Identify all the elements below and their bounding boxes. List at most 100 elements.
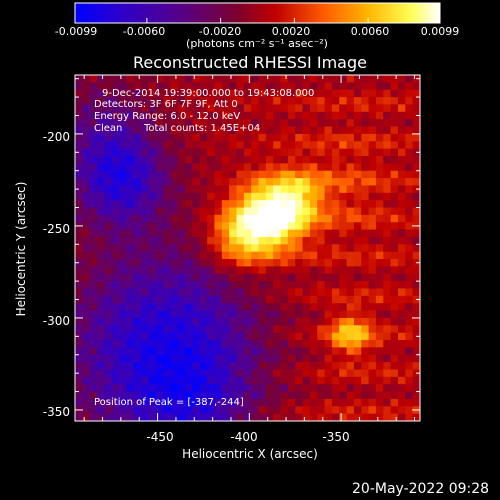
heatmap-cell — [339, 229, 348, 238]
heatmap-cell — [155, 119, 164, 128]
heatmap-cell — [221, 200, 230, 209]
heatmap-cell — [295, 111, 304, 120]
heatmap-cell — [133, 141, 142, 150]
heatmap-cell — [331, 332, 340, 341]
heatmap-cell — [82, 259, 91, 268]
heatmap-cell — [119, 347, 127, 356]
heatmap-cell — [287, 163, 296, 172]
heatmap-cell — [177, 325, 186, 334]
heatmap-cell — [287, 207, 296, 216]
heatmap-cell — [251, 303, 260, 312]
heatmap-cell — [302, 310, 311, 319]
heatmap-cell — [383, 214, 392, 223]
heatmap-cell — [258, 192, 267, 201]
heatmap-cell — [251, 141, 260, 150]
heatmap-cell — [353, 325, 362, 334]
heatmap-cell — [273, 391, 282, 400]
heatmap-cell — [126, 163, 135, 172]
heatmap-cell — [331, 398, 340, 407]
heatmap-cell — [375, 281, 384, 290]
heatmap-cell — [243, 148, 252, 157]
heatmap-cell — [82, 288, 91, 297]
heatmap-cell — [324, 251, 333, 260]
heatmap-cell — [295, 376, 304, 385]
heatmap-cell — [119, 104, 127, 113]
heatmap-cell — [265, 340, 274, 348]
heatmap-cell — [361, 317, 370, 326]
heatmap-cell — [273, 325, 282, 334]
heatmap-cell — [119, 89, 127, 98]
heatmap-cell — [412, 200, 420, 209]
heatmap-cell — [302, 244, 311, 253]
heatmap-cell — [295, 413, 304, 421]
heatmap-cell — [346, 310, 355, 319]
heatmap-cell — [236, 222, 245, 231]
heatmap-cell — [353, 273, 362, 282]
heatmap-cell — [280, 266, 289, 275]
heatmap-cell — [346, 229, 355, 238]
heatmap-cell — [221, 369, 230, 378]
heatmap-cell — [265, 384, 274, 393]
heatmap-cell — [346, 133, 355, 142]
heatmap-cell — [361, 229, 370, 238]
heatmap-cell — [405, 332, 414, 341]
heatmap-cell — [192, 200, 201, 209]
heatmap-cell — [324, 82, 333, 91]
heatmap-cell — [89, 288, 98, 297]
heatmap-cell — [390, 141, 399, 150]
heatmap-cell — [155, 192, 164, 201]
heatmap-cell — [177, 406, 186, 415]
heatmap-cell — [280, 192, 289, 201]
heatmap-cell — [412, 266, 420, 275]
heatmap-cell — [375, 244, 384, 253]
heatmap-cell — [192, 281, 201, 290]
heatmap-cell — [126, 362, 135, 371]
heatmap-cell — [221, 273, 230, 282]
heatmap-cell — [287, 340, 296, 348]
heatmap-cell — [265, 192, 274, 201]
heatmap-cell — [243, 111, 252, 120]
heatmap-cell — [295, 222, 304, 231]
heatmap-cell — [214, 104, 223, 113]
heatmap-cell — [397, 170, 406, 179]
heatmap-cell — [229, 340, 238, 348]
heatmap-cell — [331, 222, 340, 231]
heatmap-cell — [309, 413, 318, 421]
heatmap-cell — [243, 347, 252, 356]
heatmap-cell — [82, 251, 91, 260]
heatmap-cell — [331, 384, 340, 393]
heatmap-cell — [243, 391, 252, 400]
heatmap-cell — [82, 192, 91, 201]
heatmap-cell — [251, 163, 260, 172]
heatmap-cell — [163, 75, 172, 83]
heatmap-cell — [199, 259, 208, 268]
colorbar-tick-label: -0.0020 — [198, 25, 242, 38]
heatmap-cell — [375, 413, 384, 421]
heatmap-cell — [82, 354, 91, 363]
heatmap-cell — [170, 369, 179, 378]
heatmap-cell — [170, 111, 179, 120]
x-axis-label: Heliocentric X (arcsec) — [182, 447, 318, 461]
heatmap-cell — [258, 163, 267, 172]
heatmap-cell — [155, 111, 164, 120]
heatmap-cell — [339, 133, 348, 142]
heatmap-cell — [273, 340, 282, 348]
heatmap-cell — [383, 75, 392, 83]
heatmap-cell — [412, 347, 420, 356]
heatmap-cell — [368, 141, 377, 150]
heatmap-cell — [405, 133, 414, 142]
heatmap-cell — [141, 200, 150, 209]
heatmap-cell — [177, 214, 186, 223]
heatmap-cell — [236, 281, 245, 290]
heatmap-cell — [280, 354, 289, 363]
heatmap-cell — [280, 332, 289, 341]
heatmap-cell — [265, 369, 274, 378]
heatmap-cell — [295, 200, 304, 209]
heatmap-cell — [75, 288, 83, 297]
heatmap-cell — [177, 273, 186, 282]
heatmap-cell — [339, 310, 348, 319]
heatmap-cell — [361, 82, 370, 91]
heatmap-cell — [207, 332, 216, 341]
heatmap-cell — [287, 259, 296, 268]
